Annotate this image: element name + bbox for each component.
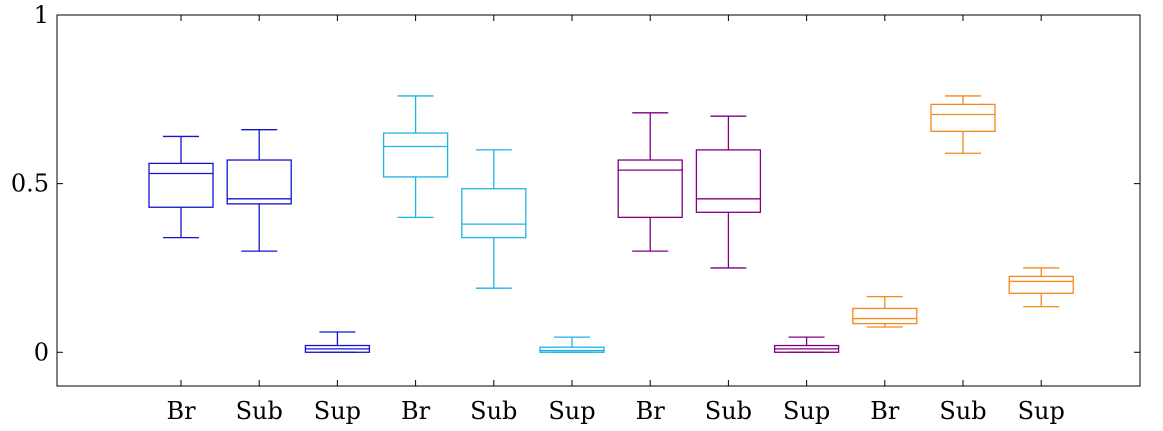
x-tick-label: Sub — [470, 397, 517, 425]
box-sub-1 — [226, 129, 292, 252]
box-br-1 — [148, 135, 214, 239]
box-sup-4 — [1008, 267, 1074, 308]
box-sub-2 — [461, 149, 527, 289]
interquartile-box — [930, 103, 996, 133]
x-tick-label: Br — [636, 397, 666, 425]
box-br-2 — [382, 95, 449, 219]
box-br-3 — [617, 112, 683, 252]
box-sub-4 — [930, 95, 996, 154]
x-tick-label: Sup — [783, 397, 830, 425]
x-tick-label: Br — [166, 397, 196, 425]
interquartile-box — [1008, 275, 1074, 294]
y-tick-label: 0.5 — [11, 170, 49, 198]
x-tick-label: Sub — [236, 397, 283, 425]
y-tick-label: 0 — [34, 338, 49, 366]
x-tick-label: Sup — [314, 397, 361, 425]
interquartile-box — [852, 307, 918, 325]
x-tick-label: Br — [401, 397, 431, 425]
interquartile-box — [148, 162, 214, 208]
box-sup-1 — [304, 331, 371, 353]
interquartile-box — [461, 188, 527, 239]
plot-frame — [56, 14, 1141, 387]
tick-labels-group: 0 0.5 1 Br Sub Sup Br Sub Sup Br Sub Sup Br Sub Sup — [11, 1, 1065, 425]
interquartile-box — [695, 149, 762, 213]
box-sup-2 — [539, 336, 605, 353]
x-tick-label: Sub — [705, 397, 752, 425]
x-tick-label: Br — [870, 397, 900, 425]
plot-axes — [56, 14, 1141, 387]
box-sup-3 — [773, 336, 840, 353]
y-tick-label: 1 — [34, 1, 49, 29]
box-br-4 — [852, 295, 918, 328]
interquartile-box — [617, 159, 683, 219]
interquartile-box — [382, 132, 449, 178]
x-tick-label: Sup — [1018, 397, 1065, 425]
box-sub-3 — [695, 115, 762, 269]
box-series-group — [148, 95, 1074, 353]
interquartile-box — [226, 159, 292, 205]
x-tick-label: Sub — [939, 397, 986, 425]
interquartile-box — [539, 346, 605, 353]
x-tick-label: Sup — [548, 397, 595, 425]
